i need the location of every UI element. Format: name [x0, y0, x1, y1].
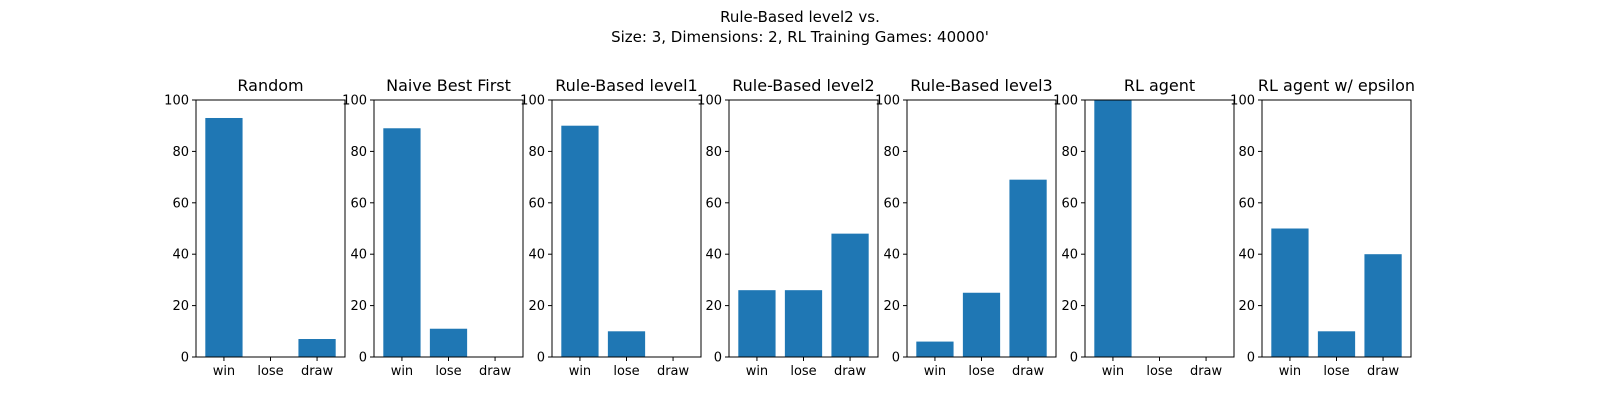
bar-draw [298, 339, 336, 357]
subplot-title: Rule-Based level2 [732, 76, 874, 95]
y-tick-label: 40 [1238, 248, 1255, 263]
y-tick-label: 20 [1061, 299, 1078, 314]
y-tick-label: 80 [528, 145, 545, 160]
bar-win [916, 341, 954, 357]
x-tick-label-draw: draw [1012, 364, 1045, 379]
y-tick-label: 0 [714, 351, 722, 366]
y-tick-label: 100 [164, 94, 189, 109]
subplot-1: Random 0 20 40 60 80 100 win lose draw [164, 76, 346, 379]
subplot-2: Naive Best First 0 20 40 60 80 100 win lose draw [342, 76, 524, 379]
y-tick-label: 100 [342, 94, 367, 109]
y-tick-label: 60 [883, 196, 900, 211]
y-tick-label: 20 [883, 299, 900, 314]
y-tick-label: 20 [705, 299, 722, 314]
bar-win [1094, 100, 1132, 357]
x-tick-label-win: win [1102, 364, 1124, 379]
y-tick-label: 0 [1070, 351, 1078, 366]
y-tick-label: 100 [697, 94, 722, 109]
bar-lose [784, 290, 823, 357]
subplot-title: RL agent w/ epsilon [1258, 76, 1415, 95]
x-tick-label-lose: lose [968, 364, 994, 379]
y-tick-label: 100 [875, 94, 900, 109]
bar-lose [1317, 331, 1356, 357]
y-tick-label: 60 [1238, 196, 1255, 211]
x-tick-label-win: win [569, 364, 591, 379]
y-tick-label: 40 [1061, 248, 1078, 263]
y-tick-label: 20 [350, 299, 367, 314]
bar-lose [429, 328, 468, 357]
y-tick-label: 40 [528, 248, 545, 263]
x-tick-label-draw: draw [834, 364, 867, 379]
bar-win [738, 290, 776, 357]
y-tick-label: 40 [705, 248, 722, 263]
y-tick-label: 100 [1053, 94, 1078, 109]
subplot-title: Rule-Based level1 [555, 76, 697, 95]
y-tick-label: 80 [172, 145, 189, 160]
y-tick-label: 80 [883, 145, 900, 160]
x-tick-label-lose: lose [1146, 364, 1172, 379]
x-tick-label-win: win [213, 364, 235, 379]
bar-win [1271, 228, 1309, 357]
x-tick-label-draw: draw [1190, 364, 1223, 379]
y-tick-label: 80 [1238, 145, 1255, 160]
x-tick-label-lose: lose [257, 364, 283, 379]
y-tick-label: 0 [359, 351, 367, 366]
bar-draw [1364, 254, 1402, 357]
x-tick-label-draw: draw [301, 364, 334, 379]
subplot-3: Rule-Based level1 0 20 40 60 80 100 win lose draw [520, 76, 702, 379]
x-tick-label-draw: draw [657, 364, 690, 379]
x-tick-label-win: win [746, 364, 768, 379]
y-tick-label: 60 [1061, 196, 1078, 211]
subplot-title: Naive Best First [386, 76, 511, 95]
bar-win [205, 117, 243, 358]
y-tick-label: 80 [350, 145, 367, 160]
subplot-title: Rule-Based level3 [910, 76, 1052, 95]
figure-title-line1: Rule-Based level2 vs. [720, 8, 880, 26]
x-tick-label-win: win [1279, 364, 1301, 379]
y-tick-label: 20 [1238, 299, 1255, 314]
y-tick-label: 0 [537, 351, 545, 366]
subplot-7: RL agent w/ epsilon 0 20 40 60 80 100 win lose dr… [1230, 76, 1415, 379]
x-tick-label-win: win [391, 364, 413, 379]
y-tick-label: 60 [172, 196, 189, 211]
x-tick-label-lose: lose [613, 364, 639, 379]
y-tick-label: 40 [883, 248, 900, 263]
subplot-5: Rule-Based level3 0 20 40 60 80 100 win lose draw [875, 76, 1057, 379]
subplot-4: Rule-Based level2 0 20 40 60 80 100 win lose draw [697, 76, 879, 379]
y-tick-label: 60 [705, 196, 722, 211]
subplot-6: RL agent 0 20 40 60 80 100 win lose draw [1053, 76, 1235, 379]
x-tick-label-draw: draw [1367, 364, 1400, 379]
figure-title-line2: Size: 3, Dimensions: 2, RL Training Game… [611, 28, 989, 46]
subplot-title: Random [237, 76, 303, 95]
y-tick-label: 20 [172, 299, 189, 314]
y-tick-label: 80 [1061, 145, 1078, 160]
subplot-title: RL agent [1124, 76, 1195, 95]
x-tick-label-draw: draw [479, 364, 512, 379]
y-tick-label: 100 [1230, 94, 1255, 109]
bar-lose [962, 292, 1001, 357]
y-tick-label: 0 [1247, 351, 1255, 366]
bar-draw [1009, 179, 1047, 357]
bar-lose [607, 331, 646, 357]
y-tick-label: 80 [705, 145, 722, 160]
y-tick-label: 60 [350, 196, 367, 211]
x-tick-label-lose: lose [435, 364, 461, 379]
y-tick-label: 40 [350, 248, 367, 263]
y-tick-label: 60 [528, 196, 545, 211]
y-tick-label: 20 [528, 299, 545, 314]
y-tick-label: 0 [181, 351, 189, 366]
y-tick-label: 0 [892, 351, 900, 366]
x-tick-label-lose: lose [790, 364, 816, 379]
y-tick-label: 100 [520, 94, 545, 109]
bar-win [383, 128, 421, 357]
bar-win [561, 125, 599, 357]
bar-draw [831, 233, 869, 357]
y-tick-label: 40 [172, 248, 189, 263]
x-tick-label-win: win [924, 364, 946, 379]
x-tick-label-lose: lose [1323, 364, 1349, 379]
